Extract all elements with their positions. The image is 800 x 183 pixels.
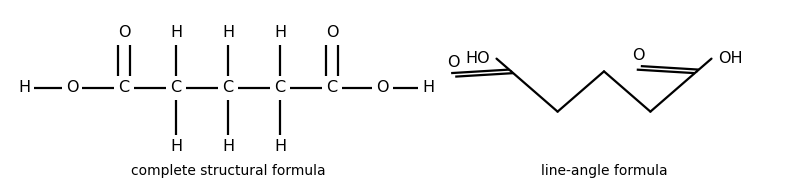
- Text: H: H: [222, 25, 234, 40]
- Text: C: C: [170, 80, 182, 95]
- Text: O: O: [633, 48, 645, 63]
- Text: line-angle formula: line-angle formula: [541, 163, 667, 178]
- Text: H: H: [274, 139, 286, 154]
- Text: C: C: [326, 80, 338, 95]
- Text: H: H: [18, 80, 30, 95]
- Text: C: C: [118, 80, 130, 95]
- Text: O: O: [118, 25, 130, 40]
- Text: OH: OH: [718, 51, 742, 66]
- Text: H: H: [222, 139, 234, 154]
- Text: O: O: [66, 80, 78, 95]
- Text: H: H: [422, 80, 434, 95]
- Text: O: O: [376, 80, 389, 95]
- Text: H: H: [170, 139, 182, 154]
- Text: complete structural formula: complete structural formula: [130, 163, 326, 178]
- Text: HO: HO: [466, 51, 490, 66]
- Text: H: H: [274, 25, 286, 40]
- Text: C: C: [222, 80, 234, 95]
- Text: O: O: [447, 55, 459, 70]
- Text: H: H: [170, 25, 182, 40]
- Text: C: C: [274, 80, 286, 95]
- Text: O: O: [326, 25, 338, 40]
